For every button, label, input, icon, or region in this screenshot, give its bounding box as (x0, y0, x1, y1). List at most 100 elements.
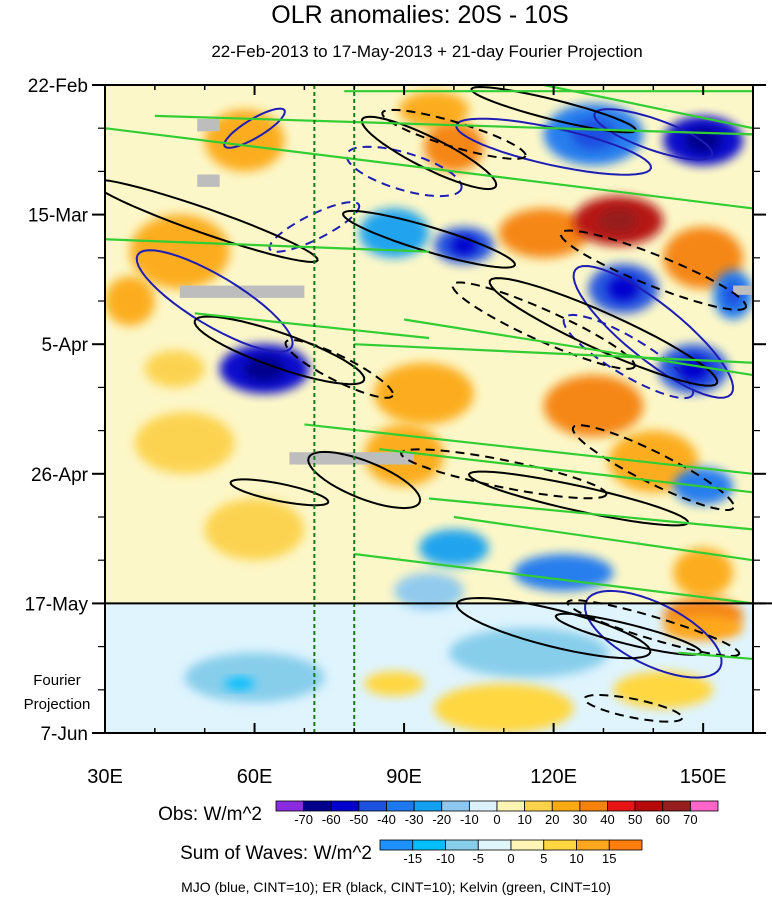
wave-sum-patch (364, 671, 425, 696)
colorbar-tick-label: 60 (656, 812, 670, 827)
colorbar-swatch (412, 839, 446, 851)
colorbar-tick-label: -70 (294, 812, 313, 827)
y-tick-label: 5-Apr (42, 335, 89, 356)
obs-anomaly-patch (513, 554, 614, 592)
kelvin-contour (678, 651, 753, 661)
colorbar-tick-label: -30 (405, 812, 424, 827)
colorbar-swatch (275, 800, 305, 812)
kelvin-contour (453, 515, 753, 562)
wave-sum-patch (663, 615, 744, 641)
mjo-contour (223, 107, 286, 149)
missing-data-box (197, 174, 220, 187)
colorbar-swatch (608, 839, 643, 851)
wave-sum-patch (448, 628, 609, 678)
wave-sum-patch (184, 652, 325, 703)
chart-title: OLR anomalies: 20S - 10S (271, 1, 568, 29)
kelvin-contour (543, 85, 753, 130)
missing-data (179, 118, 753, 465)
er-contour (360, 115, 498, 191)
plot-area (104, 84, 772, 734)
obs-anomaly-patch (498, 208, 589, 258)
er-contours (105, 85, 747, 723)
projection-label-line1: Fourier (33, 672, 81, 689)
obs-anomaly-patch (144, 350, 205, 388)
obs-anomaly-core (244, 356, 285, 382)
y-tick-label: 7-Jun (40, 724, 88, 745)
colorbar-tick-label: -10 (460, 812, 479, 827)
missing-data-box (197, 118, 220, 132)
kelvin-contour (154, 114, 753, 136)
wave-sum-patch (613, 671, 714, 709)
obs-anomaly-patch (204, 498, 305, 561)
colorbar-tick-label: -60 (322, 812, 341, 827)
obs-heatmap (105, 91, 753, 733)
chart-subtitle: 22-Feb-2013 to 17-May-2013 + 21-day Four… (211, 42, 642, 61)
projection-label-line2: Projection (24, 696, 91, 713)
obs-anomaly-patch (134, 412, 235, 474)
colorbar-swatch (386, 800, 415, 812)
er-contour (554, 612, 702, 656)
x-axis: 30E 60E 90E 120E 150E (87, 85, 754, 788)
obs-anomaly-patch (399, 91, 469, 129)
x-tick-label: 150E (680, 766, 727, 788)
kelvin-contour (354, 552, 753, 605)
colorbar-swatch (303, 800, 332, 812)
er-contour (193, 315, 366, 386)
er-contour (488, 277, 719, 387)
kelvin-contour (379, 448, 753, 494)
er-contour (583, 694, 684, 723)
colorbar-tick-label: 10 (569, 851, 583, 866)
colorbar-tick-label: -10 (436, 851, 455, 866)
colorbar-tick-label: 15 (602, 851, 616, 866)
colorbar-swatch (662, 800, 691, 812)
obs-colorbar: -70 -60 -50 -40 -30 -20 -10 0 10 20 30 40 50 60 70 (275, 800, 719, 827)
colorbar-swatch (543, 839, 577, 851)
colorbar-swatch (379, 839, 414, 851)
er-contour (566, 599, 741, 658)
colorbar-swatch (634, 800, 664, 812)
obs-anomaly-patch (608, 430, 699, 493)
colorbar-tick-label: 50 (628, 812, 642, 827)
colorbar-tick-label: 0 (493, 812, 500, 827)
mjo-contour (572, 264, 735, 399)
y-tick-label: 17-May (25, 594, 89, 615)
obs-anomaly-core (598, 208, 639, 234)
kelvin-contour (194, 312, 430, 340)
obs-colorbar-label: Obs: W/m^2 (158, 804, 262, 825)
er-contour (467, 470, 690, 527)
kelvin-contour (304, 423, 753, 475)
obs-anomaly-patch (394, 572, 464, 610)
er-contour (342, 209, 516, 269)
colorbar-tick-label: -20 (432, 812, 451, 827)
contour-footnote: MJO (blue, CINT=10); ER (black, CINT=10)… (181, 879, 611, 895)
colorbar-tick-label: -50 (349, 812, 368, 827)
er-contour (229, 478, 330, 507)
missing-data-box (733, 285, 753, 295)
colorbar-swatch (607, 800, 636, 812)
er-contour (470, 85, 637, 134)
colorbar-swatch (576, 839, 610, 851)
kelvin-contour (105, 238, 430, 253)
er-contour (451, 281, 636, 370)
colorbar-tick-label: 5 (540, 851, 547, 866)
colorbar-swatch (477, 839, 512, 851)
er-contour (105, 179, 319, 264)
y-axis: 22-Feb 15-Mar 5-Apr 26-Apr 17-May 7-Jun (25, 76, 766, 745)
obs-anomaly-patch (543, 375, 644, 437)
obs-anomaly-core (685, 128, 722, 153)
er-contour (307, 450, 422, 510)
colorbar-swatch (524, 800, 553, 812)
colorbar-tick-label: -15 (403, 851, 422, 866)
colorbar-tick-label: -40 (377, 812, 396, 827)
obs-anomaly-patch (374, 362, 474, 425)
x-tick-label: 120E (530, 766, 577, 788)
obs-anomaly-core (677, 356, 709, 382)
mjo-contour (135, 249, 294, 353)
colorbar-swatch (496, 800, 526, 812)
er-contour (399, 448, 608, 500)
colorbar-swatch (579, 800, 608, 812)
colorbar-tick-label: 40 (600, 812, 614, 827)
er-contour (559, 229, 747, 311)
obs-anomaly-patch (673, 547, 734, 598)
